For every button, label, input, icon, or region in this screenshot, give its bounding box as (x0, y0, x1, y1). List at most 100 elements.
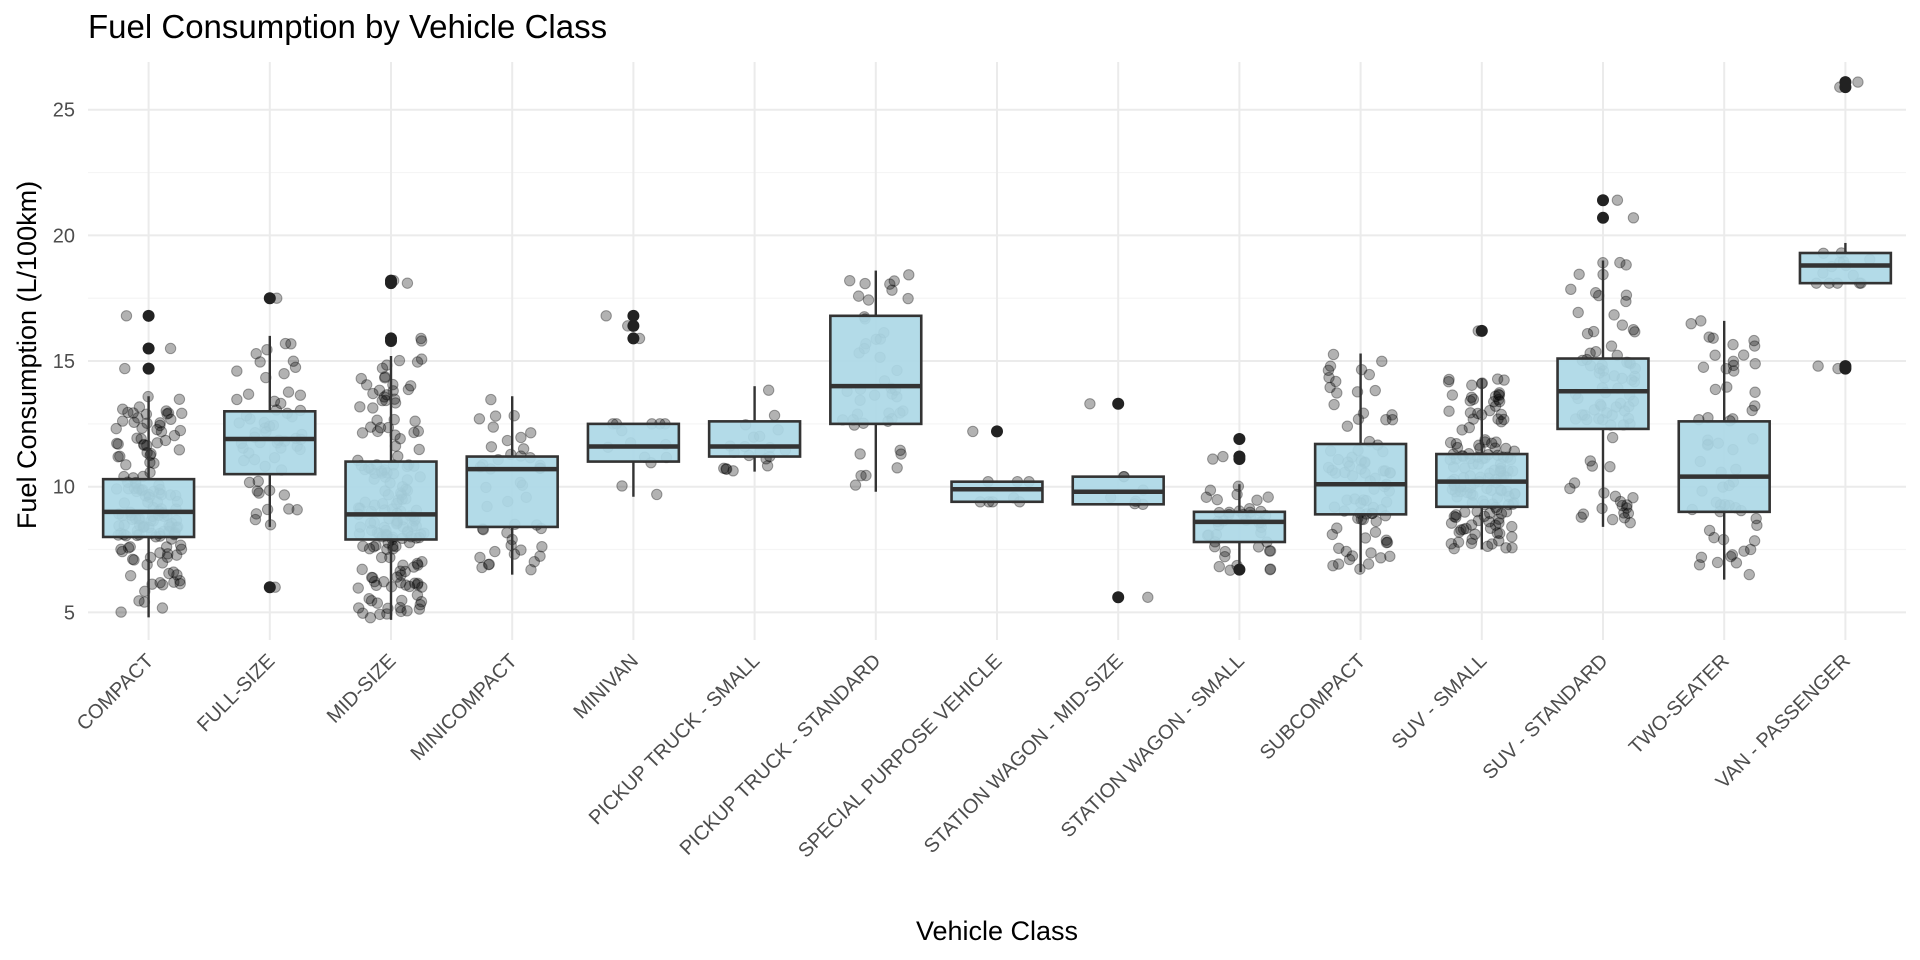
jitter-point (1751, 519, 1763, 532)
x-tick-label: MINIVAN (569, 650, 642, 723)
jitter-point (1448, 510, 1460, 523)
jitter-point (370, 579, 383, 592)
jitter-point (1467, 413, 1479, 425)
jitter-point (366, 572, 379, 584)
jitter-point (1483, 507, 1496, 520)
jitter-point (250, 348, 262, 360)
jitter-point (1363, 368, 1376, 381)
outlier-point (142, 342, 155, 355)
jitter-point (1703, 524, 1716, 537)
jitter-point (368, 575, 381, 588)
jitter-point (282, 386, 295, 398)
jitter-point (1362, 558, 1375, 570)
jitter-point (1812, 360, 1824, 372)
jitter-point (1748, 340, 1761, 352)
jitter-point (1581, 327, 1594, 340)
jitter-point (1262, 491, 1274, 503)
jitter-point (534, 550, 546, 562)
jitter-point (162, 548, 174, 560)
jitter-point (1380, 534, 1393, 546)
jitter-point (1727, 355, 1740, 367)
jitter-point (1492, 393, 1505, 406)
outlier-point (263, 292, 276, 305)
jitter-point (1605, 340, 1618, 352)
jitter-point (616, 480, 628, 492)
jitter-point (116, 415, 129, 427)
jitter-point (1369, 384, 1381, 397)
jitter-point (1446, 389, 1459, 401)
jitter-point (1465, 519, 1478, 531)
jitter-point (1460, 522, 1472, 535)
jitter-point (1693, 559, 1706, 571)
jitter-point (154, 577, 166, 589)
jitter-point (154, 547, 166, 559)
jitter-point (397, 559, 409, 571)
jitter-point (1749, 400, 1761, 412)
jitter-point (525, 564, 537, 576)
jitter-point (396, 594, 408, 607)
jitter-point (133, 401, 146, 413)
jitter-point (120, 310, 133, 322)
jitter-point (1627, 491, 1639, 504)
jitter-point (412, 577, 424, 590)
jitter-point (400, 579, 412, 591)
jitter-point (395, 569, 407, 581)
jitter-point (1484, 404, 1496, 417)
jitter-point (1445, 537, 1458, 550)
jitter-point (374, 608, 386, 621)
box-iqr (223, 410, 317, 476)
jitter-point (115, 606, 127, 618)
jitter-point (1465, 391, 1478, 404)
jitter-point (1728, 365, 1740, 377)
jitter-point (844, 274, 856, 287)
jitter-point (1506, 531, 1518, 543)
jitter-point (860, 469, 872, 482)
jitter-point (401, 605, 413, 617)
jitter-point (393, 354, 406, 367)
jitter-point (402, 383, 415, 396)
jitter-point (159, 434, 172, 447)
jitter-point (287, 355, 300, 367)
jitter-point (278, 367, 290, 380)
jitter-point (395, 577, 407, 589)
jitter-point (1695, 315, 1707, 327)
jitter-point (1331, 387, 1343, 399)
jitter-point (768, 409, 781, 422)
jitter-point (376, 362, 389, 374)
jitter-point (1450, 438, 1463, 450)
jitter-point (1365, 547, 1377, 559)
jitter-point (1483, 516, 1495, 528)
jitter-point (249, 513, 262, 526)
jitter-point (357, 607, 369, 619)
jitter-point (122, 542, 135, 554)
jitter-point (1489, 400, 1502, 412)
y-tick-label: 25 (53, 100, 75, 122)
jitter-point (1386, 409, 1398, 421)
jitter-point (1494, 527, 1506, 540)
jitter-point (135, 433, 147, 445)
jitter-point (412, 559, 424, 571)
jitter-point (1727, 359, 1740, 372)
jitter-point (122, 406, 134, 419)
jitter-point (375, 551, 388, 564)
jitter-point (967, 425, 979, 438)
jitter-point (600, 310, 612, 322)
outlier-point (1597, 194, 1609, 207)
jitter-point (163, 567, 175, 580)
x-tick-label: SUV - STANDARD (1479, 650, 1613, 784)
jitter-point (1577, 508, 1590, 520)
y-tick-label: 5 (64, 602, 75, 624)
jitter-point (1495, 415, 1508, 428)
boxes-layer (101, 242, 1893, 620)
jitter-point (165, 413, 177, 426)
jitter-point (1326, 528, 1339, 541)
jitter-point (1493, 513, 1505, 525)
jitter-point (112, 451, 124, 463)
jitter-point (1492, 413, 1504, 425)
jitter-point (1620, 259, 1632, 271)
jitter-point (1486, 437, 1498, 450)
jitter-point (394, 601, 406, 614)
jitter-point (356, 563, 368, 576)
jitter-point (368, 541, 380, 553)
jitter-point (1386, 413, 1399, 426)
